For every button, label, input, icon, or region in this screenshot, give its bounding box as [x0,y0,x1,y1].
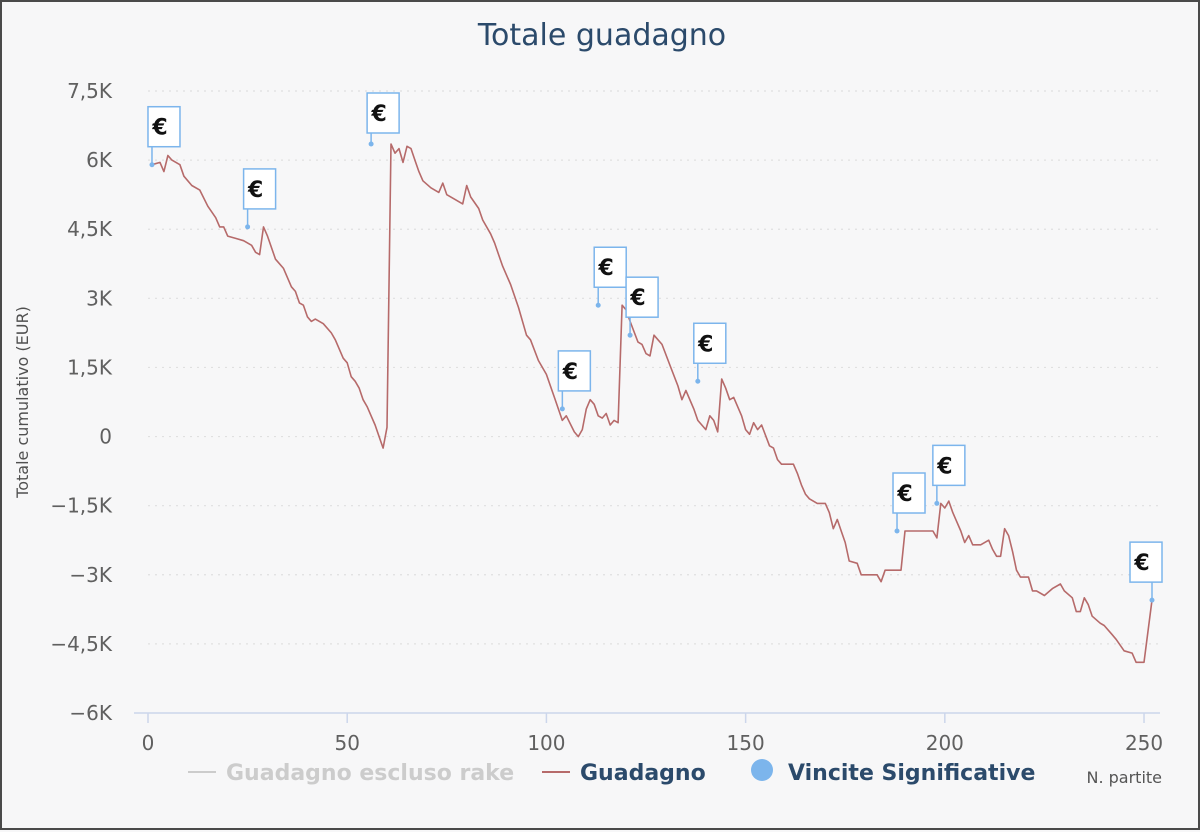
legend-label: Vincite Significative [788,761,1035,786]
flag-marker[interactable]: € [147,105,181,168]
y-tick-label: 4,5K [67,217,113,241]
legend-item[interactable]: Guadagno escluso rake [188,761,514,786]
y-tick-label: 7,5K [67,79,113,103]
grid-lines [148,90,1160,645]
y-tick-label: 0 [99,425,112,449]
series-line-guadagno [151,143,1153,664]
flag-label: € [1133,551,1149,576]
x-tick-label: 0 [142,731,155,755]
y-tick-label: −3K [69,563,112,587]
flag-label: € [896,482,912,507]
flag-point [559,406,565,412]
flag-marker[interactable]: € [557,350,592,412]
flag-point [368,141,374,147]
x-tick-label: 250 [1125,731,1163,755]
x-tick-label: 150 [727,731,765,755]
flag-label: € [562,360,578,385]
flag-box [593,246,627,288]
flag-box [932,444,966,487]
flags-layer: € € € € € € € € € € [147,92,1163,603]
flag-box [625,276,659,318]
y-tick-label: −6K [69,701,112,725]
y-tick-label: −4,5K [50,632,113,656]
flag-marker[interactable]: € [693,322,727,384]
flag-box [242,168,277,210]
chart-title: Totale guadagno [477,18,726,53]
flag-label: € [247,178,263,203]
x-tick-label: 50 [334,731,359,755]
y-tick-label: −1,5K [50,494,113,518]
x-axis: 0 50 100 150 200 250 [134,712,1163,755]
legend-item[interactable]: Vincite Significative [751,759,1035,786]
flag-point [595,302,601,308]
flag-box [1129,541,1163,583]
legend: Guadagno escluso rake Guadagno Vincite Sig… [188,759,1035,786]
flag-point [894,528,900,534]
y-tick-label: 6K [86,148,113,172]
y-axis-ticks: 7,5K 6K 4,5K 3K 1,5K 0 −1,5K −3K −4,5K −6K [50,79,113,725]
flag-box [147,105,181,148]
flag-point [934,500,940,506]
flag-point [627,332,633,338]
flag-marker[interactable]: € [593,246,627,308]
legend-label: Guadagno escluso rake [226,761,514,786]
flag-point [245,224,251,230]
y-axis-label: Totale cumulativo (EUR) [13,306,32,499]
legend-dot-icon [751,759,773,781]
x-tick-label: 100 [527,731,565,755]
flag-box [557,350,592,392]
flag-label: € [629,286,645,311]
flag-marker[interactable]: € [625,276,659,338]
flag-label: € [598,256,614,281]
legend-label: Guadagno [580,761,706,786]
series-layer [151,143,1153,664]
flag-marker[interactable]: € [892,472,926,534]
flag-marker[interactable]: € [1129,541,1163,603]
y-tick-label: 1,5K [67,355,113,379]
y-tick-label: 3K [86,286,113,310]
flag-marker[interactable]: € [366,92,400,147]
flag-point [1149,597,1155,603]
flag-label: € [370,102,386,127]
x-axis-label: N. partite [1086,768,1162,787]
flag-label: € [151,116,167,141]
x-tick-label: 200 [926,731,964,755]
flag-box [693,322,727,365]
flag-point [149,162,155,168]
flag-marker[interactable]: € [932,444,966,506]
flag-marker[interactable]: € [242,168,277,230]
flag-point [695,378,701,384]
flag-label: € [936,454,952,479]
flag-label: € [697,332,713,357]
flag-box [892,472,926,514]
legend-item[interactable]: Guadagno [542,761,706,786]
flag-box [366,92,400,134]
